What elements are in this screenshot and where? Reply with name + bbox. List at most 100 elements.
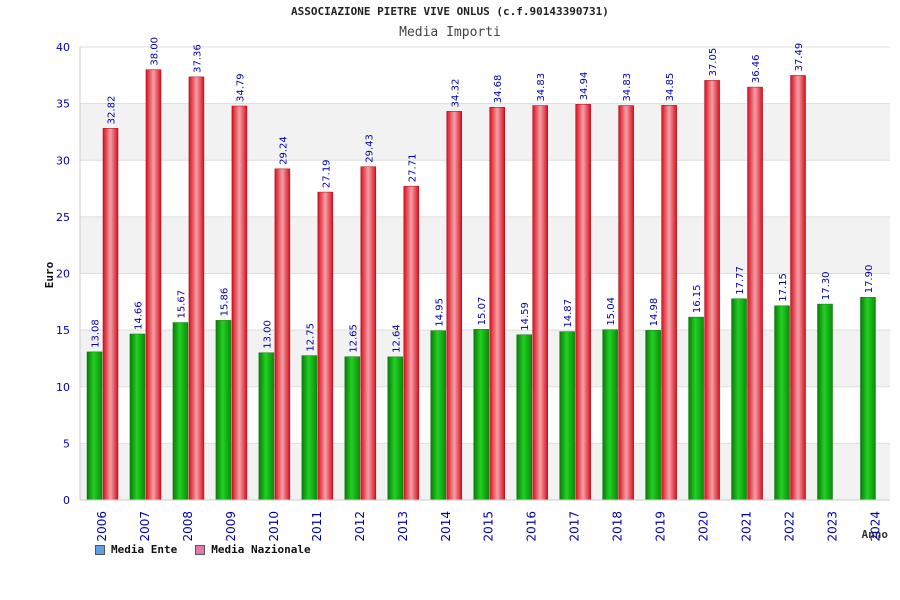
value-label: 32.82 <box>107 96 118 125</box>
value-label: 37.05 <box>708 48 719 77</box>
y-axis-label: Euro <box>43 261 56 288</box>
legend-swatch-nazionale <box>195 544 206 555</box>
bar-nazionale <box>231 105 248 501</box>
bar-ente <box>430 330 447 501</box>
bar-nazionale <box>317 191 334 501</box>
value-label: 29.24 <box>278 136 289 165</box>
bar-nazionale <box>747 86 763 501</box>
bar-ente <box>817 303 833 501</box>
bar-nazionale <box>532 105 548 501</box>
chart-subtitle: Media Importi <box>399 25 501 40</box>
bar-ente <box>559 331 575 501</box>
y-tick-label: 10 <box>56 381 70 394</box>
y-tick-label: 30 <box>56 154 70 167</box>
value-label: 34.32 <box>450 79 461 108</box>
x-tick-label: 2024 <box>868 511 882 542</box>
bar-ente <box>258 352 275 501</box>
legend: Media Ente Media Nazionale <box>95 543 311 556</box>
value-label: 14.95 <box>434 298 445 327</box>
value-label: 12.75 <box>305 323 316 352</box>
x-tick-label: 2018 <box>611 511 625 542</box>
bar-nazionale <box>704 80 720 501</box>
value-label: 15.86 <box>219 288 230 317</box>
x-tick-label: 2009 <box>224 511 238 542</box>
value-label: 15.04 <box>606 297 617 326</box>
value-label: 34.83 <box>622 73 633 102</box>
value-label: 15.07 <box>477 297 488 326</box>
value-label: 15.67 <box>176 290 187 319</box>
bar-ente <box>731 298 747 501</box>
value-label: 34.68 <box>493 75 504 104</box>
x-tick-label: 2022 <box>783 511 797 542</box>
x-tick-label: 2019 <box>654 511 668 542</box>
value-label: 36.46 <box>751 54 762 83</box>
x-tick-label: 2015 <box>482 511 496 542</box>
x-tick-label: 2006 <box>95 511 109 542</box>
legend-item-nazionale: Media Nazionale <box>195 543 311 556</box>
bar-nazionale <box>790 75 806 501</box>
bar-ente <box>860 297 876 501</box>
x-tick-label: 2013 <box>396 511 410 542</box>
bar-nazionale <box>188 76 205 501</box>
x-tick-label: 2016 <box>525 511 539 542</box>
value-label: 13.00 <box>262 320 273 349</box>
bar-ente <box>688 316 704 501</box>
bar-nazionale <box>661 105 677 501</box>
x-tick-label: 2007 <box>138 511 152 542</box>
value-label: 17.90 <box>864 265 875 294</box>
bar-ente <box>516 334 532 501</box>
y-tick-label: 35 <box>56 98 70 111</box>
y-tick-label: 40 <box>56 41 70 54</box>
x-tick-label: 2008 <box>181 511 195 542</box>
value-label: 37.36 <box>192 44 203 73</box>
bar-nazionale <box>102 128 119 501</box>
bar-nazionale <box>274 168 291 501</box>
bar-ente <box>645 330 661 501</box>
bar-nazionale <box>403 185 420 501</box>
legend-label-ente: Media Ente <box>111 543 178 556</box>
bar-ente <box>172 322 189 501</box>
bar-ente <box>602 329 618 501</box>
y-tick-label: 15 <box>56 324 70 337</box>
bar-nazionale <box>145 69 162 501</box>
value-label: 38.00 <box>149 37 160 66</box>
value-label: 37.49 <box>794 43 805 72</box>
legend-item-ente: Media Ente <box>95 543 177 556</box>
bar-ente <box>129 333 146 501</box>
bars <box>86 69 876 501</box>
bar-ente <box>473 329 489 501</box>
value-label: 34.79 <box>235 73 246 102</box>
value-label: 13.08 <box>91 319 102 348</box>
x-tick-label: 2014 <box>439 511 453 542</box>
value-label: 17.15 <box>778 273 789 302</box>
value-label: 17.30 <box>821 271 832 300</box>
legend-label-nazionale: Media Nazionale <box>211 543 311 556</box>
value-label: 34.83 <box>536 73 547 102</box>
value-label: 27.71 <box>407 154 418 183</box>
value-label: 14.66 <box>133 301 144 330</box>
bar-ente <box>774 305 790 501</box>
value-labels: 13.08 32.82 14.66 38.00 15.67 37.36 15.86 34.79… <box>91 37 875 353</box>
value-label: 29.43 <box>364 134 375 163</box>
value-label: 12.64 <box>391 324 402 353</box>
x-tick-label: 2021 <box>740 511 754 542</box>
bar-ente <box>344 356 361 501</box>
x-tick-label: 2012 <box>353 511 367 542</box>
x-tick-label: 2017 <box>568 511 582 542</box>
bar-ente <box>387 356 404 501</box>
bar-nazionale <box>489 106 505 501</box>
axes: 0 5 10 15 20 25 30 35 40 Euro Anno 2006 2007 2008 2009… <box>43 41 890 542</box>
y-tick-label: 25 <box>56 211 70 224</box>
x-tick-label: 2023 <box>826 511 840 542</box>
value-label: 34.85 <box>665 73 676 102</box>
value-label: 27.19 <box>321 159 332 188</box>
value-label: 34.94 <box>579 72 590 101</box>
value-label: 12.65 <box>348 324 359 353</box>
y-tick-label: 20 <box>56 268 70 281</box>
bar-ente <box>215 320 232 501</box>
y-tick-label: 5 <box>63 437 70 450</box>
x-tick-label: 2011 <box>310 511 324 542</box>
bar-nazionale <box>618 105 634 501</box>
value-label: 14.87 <box>563 299 574 328</box>
